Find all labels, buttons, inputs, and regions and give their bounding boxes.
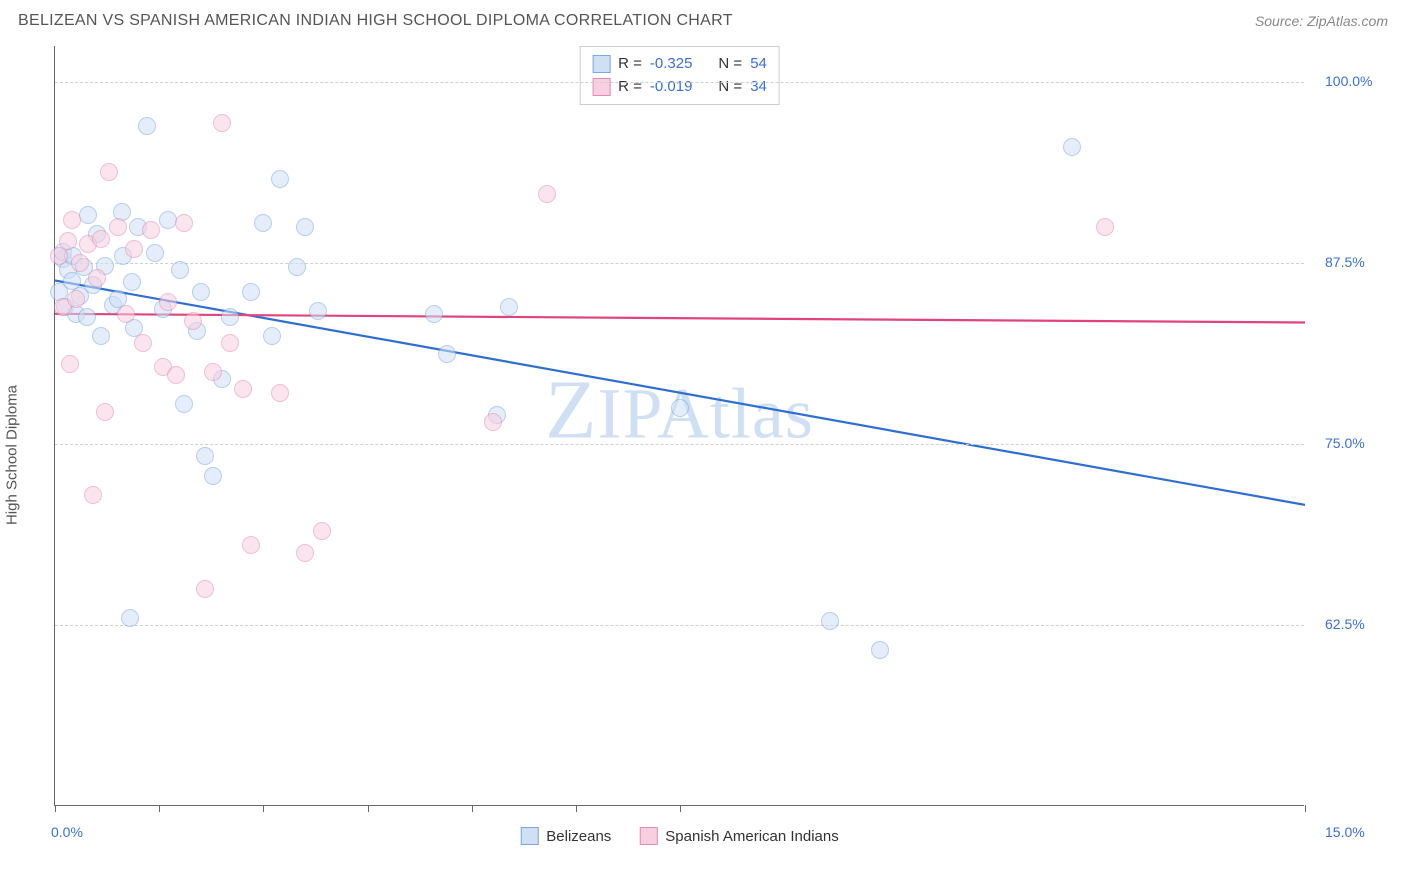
data-point bbox=[1096, 218, 1114, 236]
y-tick-label: 75.0% bbox=[1325, 435, 1365, 451]
data-point bbox=[61, 355, 79, 373]
x-tick-label: 0.0% bbox=[51, 824, 83, 840]
data-point bbox=[92, 327, 110, 345]
data-point bbox=[71, 254, 89, 272]
data-point bbox=[242, 536, 260, 554]
gridline bbox=[55, 82, 1304, 83]
data-point bbox=[138, 117, 156, 135]
legend-item: Spanish American Indians bbox=[639, 827, 838, 845]
data-point bbox=[438, 345, 456, 363]
swatch-icon bbox=[639, 827, 657, 845]
data-point bbox=[500, 298, 518, 316]
data-point bbox=[288, 258, 306, 276]
data-point bbox=[196, 580, 214, 598]
data-point bbox=[192, 283, 210, 301]
data-point bbox=[271, 170, 289, 188]
data-point bbox=[309, 302, 327, 320]
legend-item: Belizeans bbox=[520, 827, 611, 845]
gridline bbox=[55, 444, 1304, 445]
data-point bbox=[79, 206, 97, 224]
series-legend: Belizeans Spanish American Indians bbox=[520, 827, 838, 845]
data-point bbox=[78, 308, 96, 326]
x-tick bbox=[576, 805, 577, 812]
data-point bbox=[92, 230, 110, 248]
data-point bbox=[234, 380, 252, 398]
data-point bbox=[484, 413, 502, 431]
x-tick bbox=[680, 805, 681, 812]
data-point bbox=[134, 334, 152, 352]
trend-line bbox=[55, 314, 1305, 323]
data-point bbox=[221, 334, 239, 352]
data-point bbox=[117, 305, 135, 323]
source-attribution: Source: ZipAtlas.com bbox=[1255, 13, 1388, 29]
y-tick-label: 62.5% bbox=[1325, 616, 1365, 632]
data-point bbox=[123, 273, 141, 291]
data-point bbox=[538, 185, 556, 203]
data-point bbox=[204, 363, 222, 381]
data-point bbox=[167, 366, 185, 384]
data-point bbox=[100, 163, 118, 181]
data-point bbox=[184, 312, 202, 330]
x-tick bbox=[1305, 805, 1306, 812]
x-tick bbox=[263, 805, 264, 812]
data-point bbox=[263, 327, 281, 345]
legend-label: Spanish American Indians bbox=[665, 828, 838, 845]
x-tick bbox=[472, 805, 473, 812]
data-point bbox=[96, 403, 114, 421]
data-point bbox=[159, 211, 177, 229]
data-point bbox=[63, 211, 81, 229]
data-point bbox=[221, 308, 239, 326]
chart-title: BELIZEAN VS SPANISH AMERICAN INDIAN HIGH… bbox=[18, 12, 733, 30]
data-point bbox=[142, 221, 160, 239]
x-tick bbox=[159, 805, 160, 812]
data-point bbox=[425, 305, 443, 323]
data-point bbox=[175, 395, 193, 413]
data-point bbox=[242, 283, 260, 301]
data-point bbox=[296, 544, 314, 562]
x-tick bbox=[55, 805, 56, 812]
data-point bbox=[84, 486, 102, 504]
data-point bbox=[171, 261, 189, 279]
data-point bbox=[671, 399, 689, 417]
data-point bbox=[296, 218, 314, 236]
y-axis-label: High School Diploma bbox=[4, 385, 21, 525]
legend-label: Belizeans bbox=[546, 828, 611, 845]
data-point bbox=[146, 244, 164, 262]
plot-area: ZIPAtlas R = -0.325 N = 54 R = -0.019 N … bbox=[54, 46, 1304, 806]
y-tick-label: 100.0% bbox=[1325, 73, 1372, 89]
data-point bbox=[204, 467, 222, 485]
data-point bbox=[821, 612, 839, 630]
swatch-icon bbox=[520, 827, 538, 845]
x-tick bbox=[368, 805, 369, 812]
data-point bbox=[125, 240, 143, 258]
data-point bbox=[871, 641, 889, 659]
gridline bbox=[55, 263, 1304, 264]
data-point bbox=[271, 384, 289, 402]
chart-container: High School Diploma ZIPAtlas R = -0.325 … bbox=[18, 46, 1388, 864]
data-point bbox=[121, 609, 139, 627]
y-tick-label: 87.5% bbox=[1325, 254, 1365, 270]
data-point bbox=[313, 522, 331, 540]
data-point bbox=[1063, 138, 1081, 156]
data-point bbox=[109, 218, 127, 236]
data-point bbox=[213, 114, 231, 132]
data-point bbox=[254, 214, 272, 232]
x-tick-label: 15.0% bbox=[1325, 824, 1365, 840]
gridline bbox=[55, 625, 1304, 626]
trend-lines bbox=[55, 46, 1305, 806]
data-point bbox=[196, 447, 214, 465]
data-point bbox=[67, 290, 85, 308]
data-point bbox=[175, 214, 193, 232]
data-point bbox=[159, 293, 177, 311]
data-point bbox=[59, 232, 77, 250]
data-point bbox=[88, 269, 106, 287]
